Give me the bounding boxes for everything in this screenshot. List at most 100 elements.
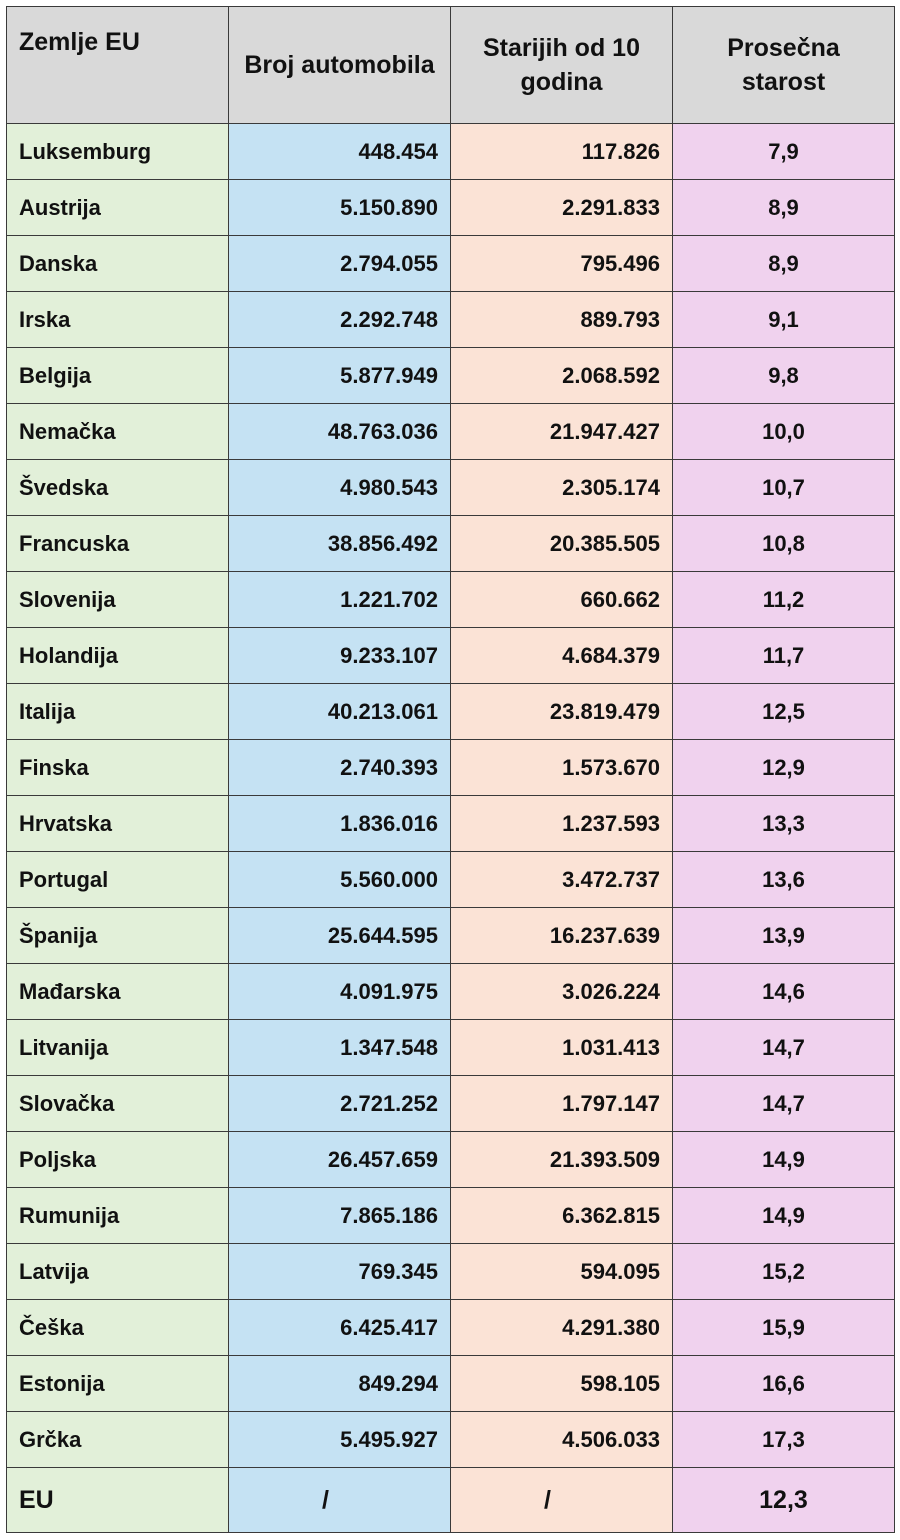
cell-country: Rumunija [6, 1187, 229, 1244]
cell-older10: 23.819.479 [450, 683, 673, 740]
cell-country: Luksemburg [6, 123, 229, 180]
cell-older10: 1.031.413 [450, 1019, 673, 1076]
cell-country: Slovenija [6, 571, 229, 628]
table-row: Mađarska 4.091.975 3.026.224 14,6 [6, 963, 895, 1020]
cell-country: Danska [6, 235, 229, 292]
cell-older10: 1.237.593 [450, 795, 673, 852]
cell-cars: 4.980.543 [228, 459, 451, 516]
cell-country: Francuska [6, 515, 229, 572]
table-row: Slovačka 2.721.252 1.797.147 14,7 [6, 1075, 895, 1132]
cell-country: Mađarska [6, 963, 229, 1020]
cell-country: Belgija [6, 347, 229, 404]
cell-avg-age: 9,1 [672, 291, 895, 348]
cell-country: Hrvatska [6, 795, 229, 852]
cell-country: Litvanija [6, 1019, 229, 1076]
table-row: Nemačka 48.763.036 21.947.427 10,0 [6, 403, 895, 460]
cell-country: Portugal [6, 851, 229, 908]
cell-country: Španija [6, 907, 229, 964]
table-row: Rumunija 7.865.186 6.362.815 14,9 [6, 1187, 895, 1244]
header-cars: Broj automobila [228, 6, 451, 124]
cell-country: Irska [6, 291, 229, 348]
cell-cars: 5.495.927 [228, 1411, 451, 1468]
cell-cars: 5.877.949 [228, 347, 451, 404]
cell-older10: 1.573.670 [450, 739, 673, 796]
table-row: Italija 40.213.061 23.819.479 12,5 [6, 683, 895, 740]
table-row: Francuska 38.856.492 20.385.505 10,8 [6, 515, 895, 572]
cell-cars: 448.454 [228, 123, 451, 180]
cell-cars: 1.221.702 [228, 571, 451, 628]
table-row: Luksemburg 448.454 117.826 7,9 [6, 123, 895, 180]
table-row: Holandija 9.233.107 4.684.379 11,7 [6, 627, 895, 684]
table-row: Hrvatska 1.836.016 1.237.593 13,3 [6, 795, 895, 852]
cell-country: Holandija [6, 627, 229, 684]
header-row: Zemlje EU Broj automobila Starijih od 10… [6, 6, 895, 124]
cell-country: Estonija [6, 1355, 229, 1412]
cell-older10: 4.291.380 [450, 1299, 673, 1356]
cell-cars: 7.865.186 [228, 1187, 451, 1244]
cell-older10: 21.947.427 [450, 403, 673, 460]
cell-country: Slovačka [6, 1075, 229, 1132]
cell-country: Austrija [6, 179, 229, 236]
table-row: Švedska 4.980.543 2.305.174 10,7 [6, 459, 895, 516]
cell-avg-age: 12,5 [672, 683, 895, 740]
total-row: EU //12,3 [6, 1467, 895, 1533]
cell-avg-age: 13,9 [672, 907, 895, 964]
cell-older10: 20.385.505 [450, 515, 673, 572]
cell-cars: 5.150.890 [228, 179, 451, 236]
cell-cars: 38.856.492 [228, 515, 451, 572]
table-row: Estonija 849.294 598.105 16,6 [6, 1355, 895, 1412]
cell-older10: 6.362.815 [450, 1187, 673, 1244]
total-cell-country: EU [6, 1467, 229, 1533]
cell-older10: 2.291.833 [450, 179, 673, 236]
cell-cars: 26.457.659 [228, 1131, 451, 1188]
cell-country: Finska [6, 739, 229, 796]
cell-avg-age: 17,3 [672, 1411, 895, 1468]
cell-avg-age: 11,7 [672, 627, 895, 684]
table-row: Belgija 5.877.949 2.068.592 9,8 [6, 347, 895, 404]
cell-avg-age: 16,6 [672, 1355, 895, 1412]
cell-cars: 2.740.393 [228, 739, 451, 796]
cell-older10: 3.026.224 [450, 963, 673, 1020]
cell-avg-age: 11,2 [672, 571, 895, 628]
table-row: Španija 25.644.595 16.237.639 13,9 [6, 907, 895, 964]
cell-country: Poljska [6, 1131, 229, 1188]
cell-older10: 4.684.379 [450, 627, 673, 684]
cell-older10: 1.797.147 [450, 1075, 673, 1132]
cell-avg-age: 14,9 [672, 1187, 895, 1244]
cell-avg-age: 13,3 [672, 795, 895, 852]
cell-avg-age: 14,6 [672, 963, 895, 1020]
cell-older10: 3.472.737 [450, 851, 673, 908]
cell-avg-age: 10,7 [672, 459, 895, 516]
total-cell-older10: / [450, 1467, 673, 1533]
cell-cars: 40.213.061 [228, 683, 451, 740]
cell-avg-age: 9,8 [672, 347, 895, 404]
cell-older10: 594.095 [450, 1243, 673, 1300]
cell-older10: 4.506.033 [450, 1411, 673, 1468]
cell-cars: 48.763.036 [228, 403, 451, 460]
cell-avg-age: 10,8 [672, 515, 895, 572]
cell-older10: 21.393.509 [450, 1131, 673, 1188]
table-row: Irska 2.292.748 889.793 9,1 [6, 291, 895, 348]
cell-avg-age: 12,9 [672, 739, 895, 796]
cell-avg-age: 8,9 [672, 179, 895, 236]
cell-cars: 2.721.252 [228, 1075, 451, 1132]
table-row: Poljska 26.457.659 21.393.509 14,9 [6, 1131, 895, 1188]
cell-older10: 889.793 [450, 291, 673, 348]
cell-cars: 849.294 [228, 1355, 451, 1412]
header-avg-age: Prosečna starost [672, 6, 895, 124]
cell-cars: 2.292.748 [228, 291, 451, 348]
cell-older10: 598.105 [450, 1355, 673, 1412]
cell-cars: 9.233.107 [228, 627, 451, 684]
total-cell-avg-age: 12,3 [672, 1467, 895, 1533]
car-age-table: Zemlje EU Broj automobila Starijih od 10… [6, 6, 895, 1533]
table-row: Češka 6.425.417 4.291.380 15,9 [6, 1299, 895, 1356]
cell-country: Italija [6, 683, 229, 740]
table-row: Grčka 5.495.927 4.506.033 17,3 [6, 1411, 895, 1468]
cell-cars: 5.560.000 [228, 851, 451, 908]
total-cell-cars: / [228, 1467, 451, 1533]
cell-avg-age: 15,9 [672, 1299, 895, 1356]
cell-older10: 2.305.174 [450, 459, 673, 516]
cell-cars: 4.091.975 [228, 963, 451, 1020]
cell-older10: 660.662 [450, 571, 673, 628]
cell-avg-age: 14,7 [672, 1019, 895, 1076]
